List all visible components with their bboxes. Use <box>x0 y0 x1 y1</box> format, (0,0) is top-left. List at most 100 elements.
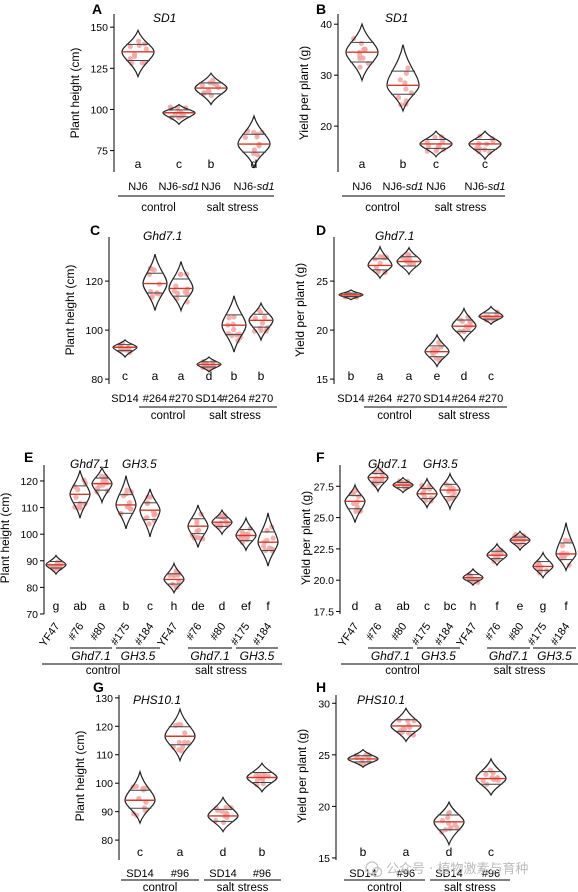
violin-outline <box>396 246 422 276</box>
y-tick-label: 25 <box>318 750 330 762</box>
violin-outline <box>211 508 233 536</box>
group-label: salt stress <box>217 882 269 892</box>
data-point <box>468 577 474 583</box>
group-label: salt stress <box>209 410 261 422</box>
y-tick-label: 100 <box>95 778 113 790</box>
y-axis-label: Plant height (cm) <box>73 731 87 822</box>
category-label: #76 <box>483 621 503 643</box>
data-point <box>405 65 411 71</box>
violin-outline <box>237 113 271 169</box>
violin <box>187 504 209 548</box>
y-tick-label: 120 <box>95 721 113 733</box>
y-tick-label: 110 <box>21 503 38 515</box>
panel-letter: G <box>93 679 104 695</box>
significance-letter: bc <box>444 599 457 613</box>
data-point <box>397 77 403 83</box>
violin-outline <box>367 464 389 494</box>
category-label: #76 <box>66 621 86 643</box>
data-point <box>55 559 61 565</box>
data-point <box>239 539 246 546</box>
category-label: #96 <box>253 868 271 880</box>
violin <box>451 306 477 343</box>
group-label: control <box>385 665 420 677</box>
data-point <box>565 538 572 544</box>
significance-letter: a <box>178 369 185 383</box>
y-tick-label: 15 <box>318 853 330 865</box>
y-tick-label: 80 <box>26 582 38 594</box>
data-point <box>261 543 267 549</box>
significance-letter: c <box>176 157 182 171</box>
y-tick-label: 90 <box>26 556 38 568</box>
y-tick-label: 25.0 <box>314 513 335 525</box>
data-point <box>355 493 362 499</box>
category-label-part: sd1 <box>488 181 506 193</box>
y-tick-label: 110 <box>96 750 113 762</box>
data-point <box>170 744 176 750</box>
violin <box>162 103 196 126</box>
data-point <box>411 261 417 267</box>
category-label: #175 <box>526 621 550 648</box>
violin-outline <box>69 470 91 519</box>
y-tick-label: 80 <box>91 374 103 386</box>
violin-outline <box>142 254 168 311</box>
violin <box>390 706 422 743</box>
violin <box>462 567 484 587</box>
category-label: #76 <box>184 621 204 643</box>
data-point <box>377 467 383 474</box>
significance-letter: f <box>495 599 499 613</box>
y-axis-label: Yield per plant (g) <box>299 491 313 585</box>
data-point <box>259 320 266 326</box>
significance-letter: b <box>258 369 265 383</box>
data-point <box>136 38 142 44</box>
category-label: #270 <box>249 393 273 405</box>
violin-outline <box>139 488 161 537</box>
category-label-part: sd1 <box>257 181 275 193</box>
violin-outline <box>367 244 393 280</box>
violin-outline <box>468 130 502 161</box>
category-label: #80 <box>389 621 409 643</box>
data-point <box>426 143 432 149</box>
category-label: #270 <box>479 393 503 405</box>
subgroup-label: Ghd7.1 <box>371 649 410 663</box>
violin <box>367 244 393 280</box>
group-label: salt stress <box>195 665 247 677</box>
y-tick-label: 100 <box>90 104 108 116</box>
group-label: salt stress <box>494 665 546 677</box>
violin <box>163 561 185 595</box>
panel-letter: D <box>316 222 326 238</box>
panel-letter: A <box>92 1 102 17</box>
category-label: #264 <box>222 393 246 405</box>
y-tick-label: 20.0 <box>314 575 335 587</box>
y-tick-label: 130 <box>95 693 113 705</box>
significance-letter: c <box>488 369 494 383</box>
violin-outline <box>345 22 379 83</box>
data-point <box>136 42 142 49</box>
data-point <box>151 267 157 273</box>
data-point <box>75 487 81 493</box>
data-point <box>171 288 178 294</box>
data-point <box>194 528 200 535</box>
significance-letter: ef <box>241 599 252 613</box>
violin <box>164 706 196 763</box>
data-point <box>195 534 201 541</box>
panel-letter: B <box>316 1 326 17</box>
data-point <box>139 60 145 66</box>
violin <box>69 470 91 519</box>
data-point <box>465 314 471 320</box>
category-label-part: NJ6- <box>159 181 183 193</box>
significance-letter: a <box>152 369 159 383</box>
data-point <box>123 347 129 353</box>
category-label: #80 <box>88 621 108 643</box>
category-label: #264 <box>368 393 392 405</box>
group-label: salt stress <box>207 202 259 214</box>
data-point <box>239 529 245 535</box>
significance-letter: c <box>122 369 128 383</box>
violin <box>396 246 422 276</box>
y-tick-label: 100 <box>20 529 38 541</box>
data-point <box>238 533 244 540</box>
data-point <box>379 477 385 483</box>
watermark: 公众号 · 植物激素与育种 <box>365 861 528 878</box>
violin-outline <box>121 28 155 79</box>
data-point <box>401 726 408 732</box>
